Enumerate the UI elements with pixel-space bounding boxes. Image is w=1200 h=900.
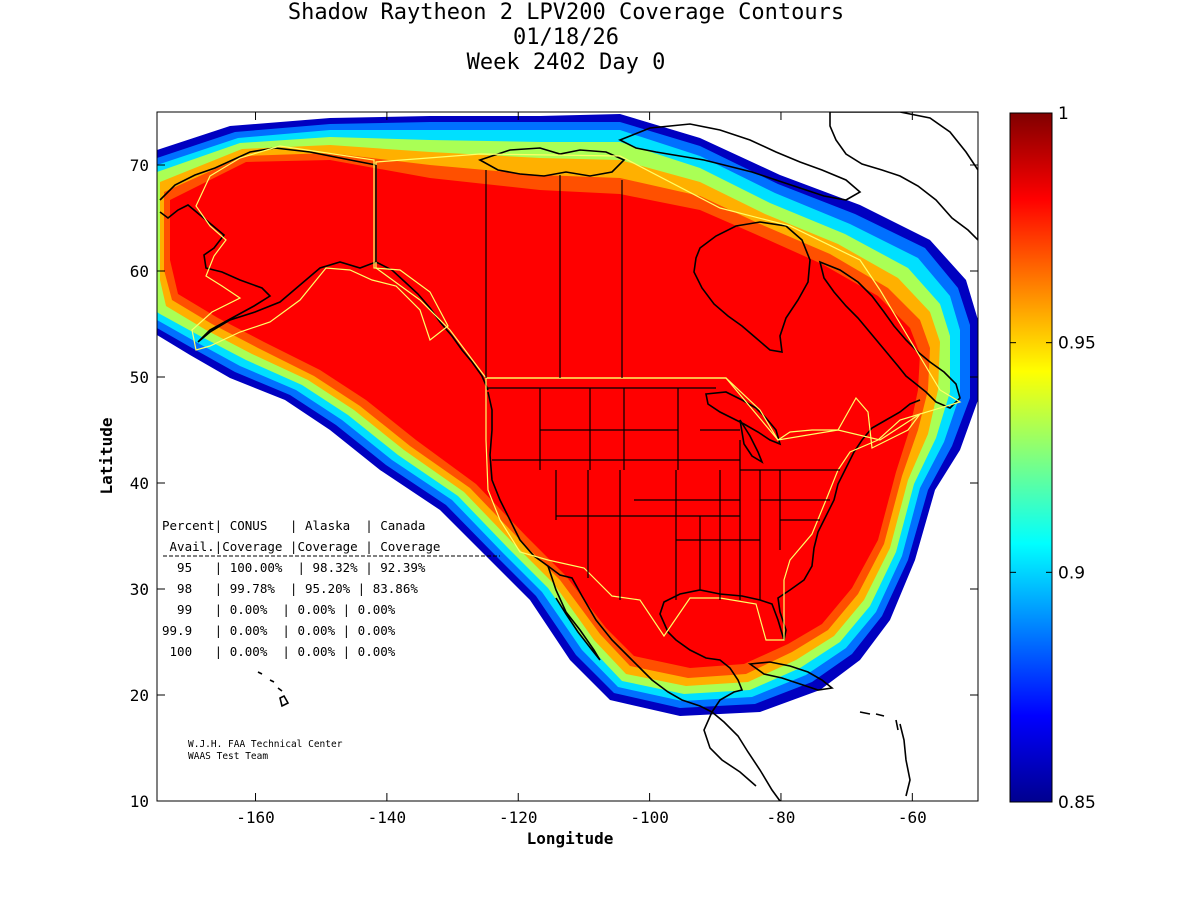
coverage-table: Percent| CONUS | Alaska | Canada Avail.|… — [162, 518, 500, 659]
colorbar-tick-label: 0.9 — [1058, 563, 1085, 583]
x-tick-label: -120 — [499, 808, 538, 827]
title-line-3: Week 2402 Day 0 — [466, 50, 666, 75]
table-row: 99 | 0.00% | 0.00% | 0.00% — [162, 602, 396, 617]
coastlines — [159, 112, 978, 801]
state-grid — [492, 388, 840, 600]
table-row: 98 | 99.78% | 95.20% | 83.86% — [162, 581, 418, 596]
x-axis-ticks: -160 -140 -120 -100 -80 -60 — [236, 112, 927, 827]
great-lakes — [705, 391, 782, 464]
table-row-header-1: Percent| CONUS | Alaska | Canada — [162, 518, 425, 533]
table-row: 99.9 | 0.00% | 0.00% | 0.00% — [162, 623, 396, 638]
colorbar-tick-label: 1 — [1058, 104, 1069, 124]
x-tick-label: -140 — [368, 808, 407, 827]
arctic-islands-2 — [618, 123, 862, 201]
title-line-1: Shadow Raytheon 2 LPV200 Coverage Contou… — [287, 0, 845, 25]
alaska-boundary — [191, 145, 449, 351]
x-tick-label: -100 — [630, 808, 669, 827]
table-row: 95 | 100.00% | 98.32% | 92.39% — [162, 560, 426, 575]
baja-peninsula — [547, 565, 601, 661]
service-boundaries — [191, 145, 962, 641]
table-row: 100 | 0.00% | 0.00% | 0.00% — [162, 644, 396, 659]
credit-line-2: WAAS Test Team — [188, 751, 268, 762]
caribbean-islands — [859, 711, 911, 797]
plot-frame — [156, 111, 979, 802]
y-tick-label: 30 — [130, 580, 149, 599]
chart-title: Shadow Raytheon 2 LPV200 Coverage Contou… — [0, 0, 1132, 75]
title-line-2: 01/18/26 — [513, 25, 619, 50]
gulf-coast — [659, 399, 921, 713]
hudson-bay — [693, 221, 811, 353]
colorbar-tick-label: 0.85 — [1058, 793, 1096, 813]
y-axis-ticks: 10 20 30 40 50 60 70 — [130, 156, 978, 811]
colorbar-ticks: 1 0.95 0.9 0.85 — [1010, 104, 1096, 813]
state-borders — [375, 165, 840, 600]
x-tick-label: -60 — [898, 808, 927, 827]
y-tick-label: 10 — [130, 792, 149, 811]
y-tick-label: 70 — [130, 156, 149, 175]
x-tick-label: -80 — [767, 808, 796, 827]
credit-line-1: W.J.H. FAA Technical Center — [188, 739, 343, 750]
y-tick-label: 40 — [130, 474, 149, 493]
y-axis-label: Latitude — [97, 417, 116, 494]
newfoundland-labrador — [818, 260, 961, 409]
colorbar-tick-label: 0.95 — [1058, 334, 1096, 354]
west-coast — [487, 391, 713, 713]
x-tick-label: -160 — [236, 808, 275, 827]
canada-province-lines — [375, 165, 623, 378]
central-america — [703, 711, 781, 801]
greenland — [829, 112, 978, 242]
hawaii — [257, 671, 290, 708]
canada-boundary — [375, 153, 962, 441]
y-tick-label: 50 — [130, 368, 149, 387]
arctic-islands-1 — [478, 147, 626, 177]
coverage-contours — [157, 114, 978, 716]
y-tick-label: 20 — [130, 686, 149, 705]
y-tick-label: 60 — [130, 262, 149, 281]
x-axis-label: Longitude — [527, 829, 614, 848]
colorbar — [1009, 112, 1053, 803]
alaska-panhandle — [375, 261, 489, 391]
cuba — [747, 661, 834, 691]
table-row-header-2: Avail.|Coverage |Coverage | Coverage — [162, 539, 440, 554]
contour-band-core — [170, 160, 920, 668]
alaska-coastline — [159, 147, 377, 343]
